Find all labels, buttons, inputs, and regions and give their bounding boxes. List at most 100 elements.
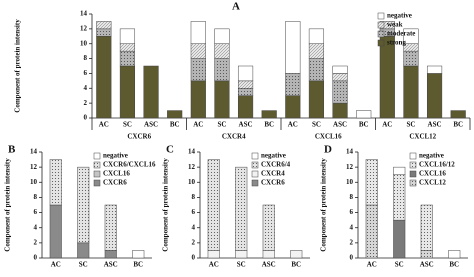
legend-label: weak [387,21,403,29]
y-tick-label: 6 [192,208,196,216]
y-tick-label: 10 [80,39,88,47]
bar-segment [207,250,220,259]
bar-segment [393,166,406,175]
x-tick-label: BC [291,261,301,269]
legend-swatch [377,39,385,47]
bar-segment [285,73,301,96]
x-tick-label: AC [209,261,219,269]
x-tick-label: ASC [428,121,442,129]
bar-segment [365,159,378,206]
legend-label: CXCR6 [261,179,285,187]
bar-segment [332,73,348,82]
bar-segment [379,36,395,119]
bar-segment [104,204,117,251]
legend-swatch [93,161,101,169]
bar-segment [450,110,466,119]
x-tick-label: AC [367,261,377,269]
bar-segment [190,58,206,82]
y-tick-label: 14 [188,148,196,156]
x-tick-label: BC [133,261,143,269]
legend-swatch [377,12,385,20]
panel-title: D [324,144,332,156]
y-tick-label: 12 [188,163,196,171]
legend-label: negative [387,12,412,20]
y-tick-label: 10 [188,178,196,186]
x-tick-label: SC [406,121,415,129]
bar-segment [262,204,275,251]
y-tick-label: 14 [346,148,354,156]
y-tick-label: 4 [34,223,38,231]
x-tick-label: BC [264,121,274,129]
y-axis-label: Component of protein intensity [4,158,12,252]
y-tick-label: 6 [84,69,88,77]
group-label: CXCL16 [315,133,342,141]
legend-label: CXCR6/CXCL16 [103,161,156,169]
bar-segment [426,73,443,119]
legend-label: negative [261,152,286,160]
y-tick-label: 12 [80,24,88,32]
x-tick-label: ASC [262,261,276,269]
bar-segment [403,50,419,67]
y-tick-label: 8 [34,193,38,201]
bar-segment [214,58,230,82]
legend-swatch [409,179,417,187]
bar-segment [262,250,275,259]
legend-swatch [251,179,259,187]
panel-title: C [166,144,174,156]
y-tick-label: 2 [192,238,196,246]
bar-segment [237,65,254,82]
y-tick-label: 4 [192,223,196,231]
legend-swatch [251,161,259,169]
x-tick-label: SC [217,121,226,129]
legend-swatch [93,152,101,160]
bar-segment [207,159,220,251]
y-tick-label: 6 [350,208,354,216]
bar-segment [235,250,248,259]
bar-segment [237,88,254,96]
bar-segment [77,166,90,244]
x-tick-label: BC [449,261,459,269]
y-tick-label: 12 [346,163,354,171]
bar-segment [214,28,230,44]
x-tick-label: AC [382,121,392,129]
bar-segment [332,80,348,104]
legend-label: strong [387,39,406,47]
bar-segment [119,50,136,67]
bar-segment [143,65,159,119]
legend-swatch [409,161,417,169]
y-tick-label: 8 [84,54,88,62]
y-tick-label: 0 [350,254,354,262]
legend-label: CXCR4 [261,170,285,178]
y-axis-label: Component of protein intensity [162,158,170,252]
bar-segment [96,28,112,37]
legend-swatch [377,21,385,29]
bar-segment [285,95,301,119]
y-tick-label: 2 [34,238,38,246]
bar-segment [96,36,112,119]
x-tick-label: BC [359,121,369,129]
x-tick-label: BC [453,121,463,129]
bar-segment [365,204,378,259]
y-tick-label: 12 [30,163,38,171]
bar-segment [332,102,348,119]
x-tick-label: AC [99,121,109,129]
y-tick-label: 6 [34,208,38,216]
bar-segment [308,28,325,44]
legend-swatch [377,30,385,38]
x-tick-label: ASC [239,121,253,129]
panel-title: A [232,1,240,13]
bar-segment [104,250,117,259]
y-axis-label: Component of protein intensity [320,158,328,252]
y-tick-label: 4 [350,223,354,231]
group-label: CXCL12 [409,133,436,141]
x-tick-label: ASC [333,121,347,129]
legend-label: CXCR6 [103,179,127,187]
y-tick-label: 0 [84,114,88,122]
bar-segment [420,250,433,259]
x-tick-label: SC [237,261,246,269]
legend-label: negative [103,152,128,160]
bar-segment [190,80,206,119]
bar-segment [49,204,62,259]
bar-segment [356,110,372,119]
y-tick-label: 0 [34,254,38,262]
